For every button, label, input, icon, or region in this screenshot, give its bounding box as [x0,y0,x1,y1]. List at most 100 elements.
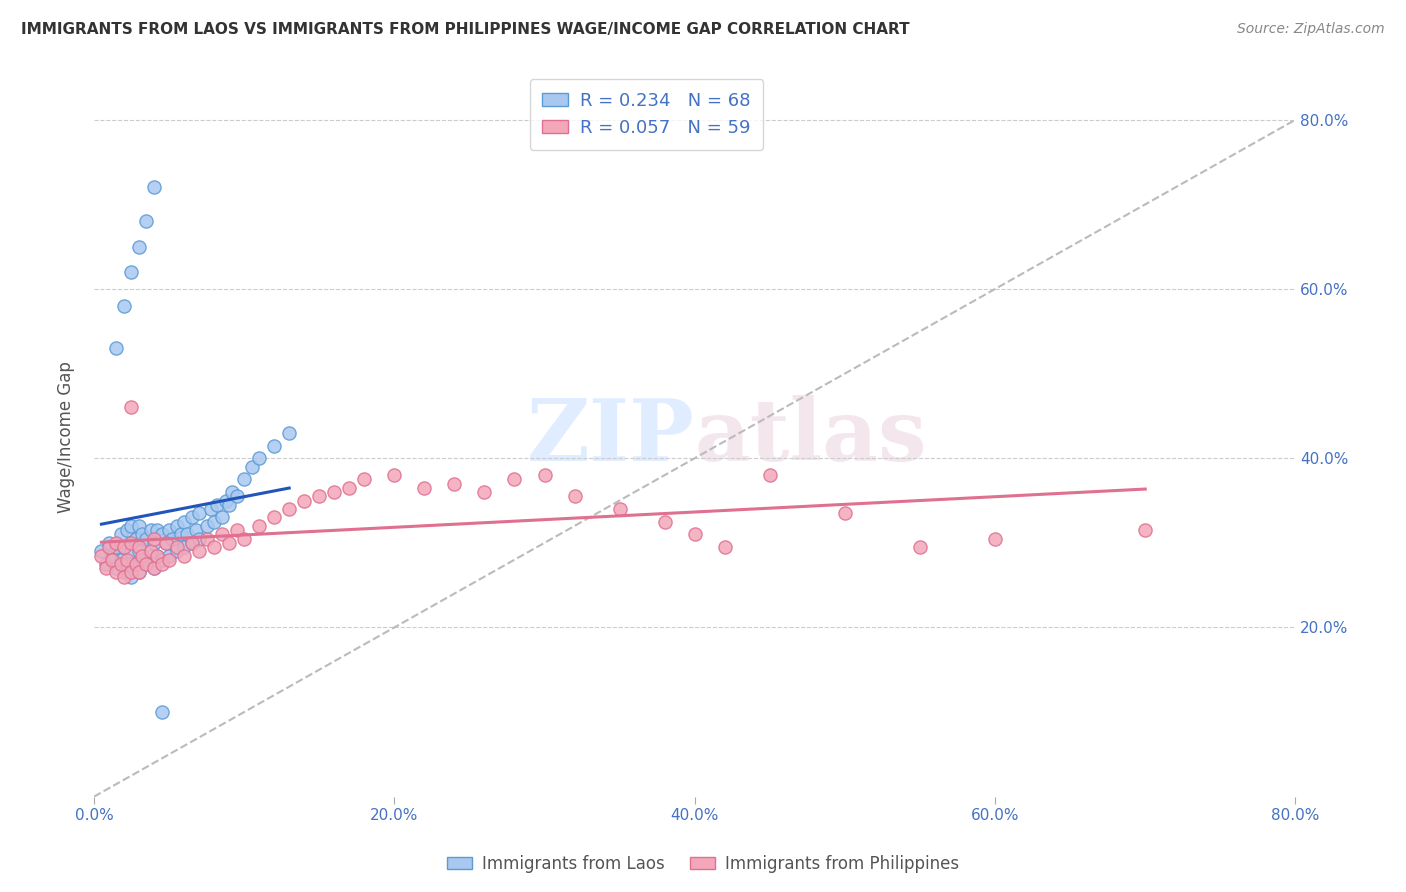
Point [139,549,162,563]
Point [233,472,256,486]
Point [128,519,150,533]
Point [110,527,132,541]
Point [308,489,330,503]
Point [97,540,120,554]
Text: IMMIGRANTS FROM LAOS VS IMMIGRANTS FROM PHILIPPINES WAGE/INCOME GAP CORRELATION : IMMIGRANTS FROM LAOS VS IMMIGRANTS FROM … [21,22,910,37]
Point [90,549,112,563]
Point [173,540,195,554]
Point [202,515,225,529]
Point [125,532,148,546]
Point [215,493,238,508]
Point [143,532,166,546]
Point [115,523,138,537]
Point [382,468,405,483]
Point [125,557,148,571]
Point [713,540,735,554]
Point [188,532,211,546]
Point [170,527,193,541]
Point [247,451,270,466]
Point [90,544,112,558]
Point [112,566,135,580]
Point [225,523,247,537]
Point [188,506,211,520]
Legend: Immigrants from Laos, Immigrants from Philippines: Immigrants from Laos, Immigrants from Ph… [440,848,966,880]
Point [150,705,173,719]
Point [150,553,173,567]
Point [263,510,285,524]
Point [609,502,631,516]
Point [157,523,180,537]
Point [180,510,202,524]
Point [110,557,132,571]
Point [278,502,301,516]
Point [131,549,153,563]
Point [759,468,782,483]
Point [112,540,135,554]
Point [128,544,150,558]
Point [135,557,157,571]
Point [984,532,1007,546]
Point [121,401,143,415]
Point [146,549,169,563]
Point [184,523,207,537]
Point [908,540,931,554]
Point [157,549,180,563]
Point [115,557,138,571]
Point [176,527,198,541]
Point [115,553,138,567]
Point [121,566,143,580]
Point [146,523,169,537]
Text: ZIP: ZIP [527,395,695,479]
Point [195,519,218,533]
Point [654,515,676,529]
Point [205,498,228,512]
Point [112,569,135,583]
Point [247,519,270,533]
Point [143,180,166,194]
Point [150,527,173,541]
Point [173,549,195,563]
Text: Source: ZipAtlas.com: Source: ZipAtlas.com [1237,22,1385,37]
Point [413,481,436,495]
Point [225,489,247,503]
Point [564,489,586,503]
Point [221,485,243,500]
Point [105,566,128,580]
Point [292,493,315,508]
Point [503,472,526,486]
Point [150,557,173,571]
Point [474,485,496,500]
Point [211,527,233,541]
Legend: R = 0.234   N = 68, R = 0.057   N = 59: R = 0.234 N = 68, R = 0.057 N = 59 [530,79,763,150]
Point [110,553,132,567]
Point [125,557,148,571]
Point [105,341,128,355]
Point [188,544,211,558]
Point [135,532,157,546]
Point [1135,523,1157,537]
Point [131,553,153,567]
Point [135,557,157,571]
Point [218,536,240,550]
Point [94,557,117,571]
Point [180,536,202,550]
Point [143,536,166,550]
Y-axis label: Wage/Income Gap: Wage/Income Gap [58,361,75,513]
Point [135,214,157,228]
Point [139,523,162,537]
Point [834,506,856,520]
Point [112,299,135,313]
Point [173,515,195,529]
Point [143,561,166,575]
Point [166,544,188,558]
Point [121,569,143,583]
Point [323,485,346,500]
Point [131,527,153,541]
Point [139,544,162,558]
Point [128,540,150,554]
Point [101,553,124,567]
Point [121,544,143,558]
Point [155,536,177,550]
Point [97,536,120,550]
Point [166,519,188,533]
